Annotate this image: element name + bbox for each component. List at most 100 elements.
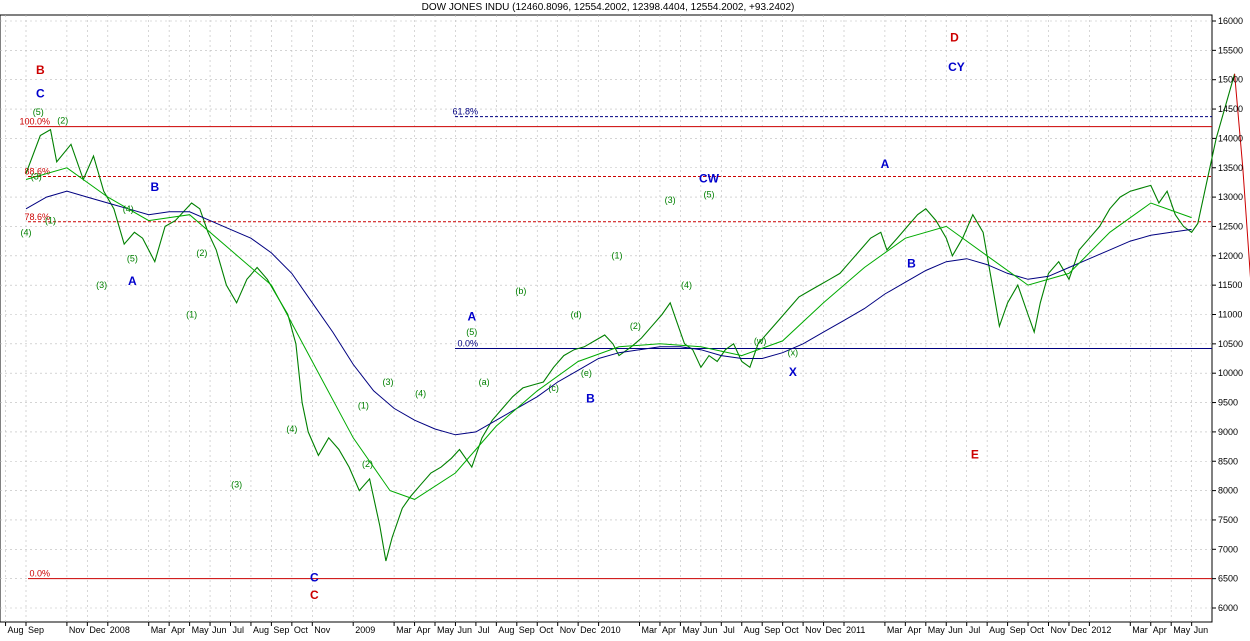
x-tick-label: Aug xyxy=(8,625,24,635)
x-tick-label: Jun xyxy=(948,625,963,635)
x-tick-label: Mar xyxy=(1132,625,1148,635)
wave-label: (3) xyxy=(231,480,242,490)
x-tick-label: Nov xyxy=(805,625,822,635)
y-tick-label: 7000 xyxy=(1218,544,1238,554)
y-tick-label: 13500 xyxy=(1218,163,1243,173)
wave-label: (e) xyxy=(581,368,592,378)
wave-label: (3) xyxy=(382,377,393,387)
wave-label: (x) xyxy=(788,348,799,358)
wave-label: (1) xyxy=(612,251,623,261)
wave-label: A xyxy=(128,274,137,288)
wave-label: (4) xyxy=(415,389,426,399)
x-tick-label: Jul xyxy=(723,625,735,635)
wave-label: A xyxy=(467,309,476,323)
wave-label: (w) xyxy=(754,336,767,346)
x-tick-label: Oct xyxy=(1030,625,1045,635)
y-tick-label: 11500 xyxy=(1218,280,1242,290)
wave-label: (3) xyxy=(96,280,107,290)
wave-label: (4) xyxy=(21,227,32,237)
x-tick-label: Oct xyxy=(539,625,554,635)
x-tick-label: Nov xyxy=(69,625,86,635)
wave-label: D xyxy=(950,31,959,45)
x-tick-label: Jun xyxy=(457,625,472,635)
wave-label: (4) xyxy=(123,204,134,214)
x-tick-label: Sep xyxy=(28,625,44,635)
y-tick-label: 8500 xyxy=(1218,456,1238,466)
x-tick-label: Jul xyxy=(969,625,981,635)
wave-label: (3) xyxy=(665,195,676,205)
wave-label: E xyxy=(971,447,979,461)
x-tick-label: Aug xyxy=(498,625,514,635)
wave-label: (3) xyxy=(31,171,42,181)
wave-label: (2) xyxy=(630,321,641,331)
x-tick-label: Jun xyxy=(1194,625,1209,635)
wave-label: CW xyxy=(699,171,720,185)
x-tick-label: May xyxy=(928,625,946,635)
y-tick-label: 9500 xyxy=(1218,398,1238,408)
y-tick-label: 10500 xyxy=(1218,339,1243,349)
y-tick-label: 7500 xyxy=(1218,515,1238,525)
wave-label: B xyxy=(150,180,159,194)
wave-label: (5) xyxy=(704,190,715,200)
wave-label: B xyxy=(586,392,595,406)
x-tick-label: Apr xyxy=(1153,625,1167,635)
x-tick-label: Aug xyxy=(744,625,760,635)
wave-label: CY xyxy=(948,60,965,74)
wave-label: C xyxy=(310,588,319,602)
wave-label: (5) xyxy=(466,327,477,337)
wave-label: (1) xyxy=(186,309,197,319)
x-tick-label: Mar xyxy=(887,625,903,635)
x-tick-label: Apr xyxy=(907,625,921,635)
x-tick-label: Dec xyxy=(89,625,106,635)
series-line-1 xyxy=(1234,73,1250,278)
plot-frame xyxy=(0,14,1213,623)
x-tick-label: Sep xyxy=(1010,625,1026,635)
x-tick-label: Nov xyxy=(560,625,577,635)
y-tick-label: 12500 xyxy=(1218,221,1243,231)
level-label: 100.0% xyxy=(19,117,50,127)
x-tick-label: 2011 xyxy=(846,625,865,635)
y-tick-label: 9000 xyxy=(1218,427,1238,437)
level-label: 0.0% xyxy=(29,569,50,579)
wave-label: (a) xyxy=(479,377,490,387)
wave-label: C xyxy=(310,571,319,585)
wave-label: B xyxy=(36,63,45,77)
level-label: 88.6% xyxy=(24,167,50,177)
wave-label: (2) xyxy=(362,459,373,469)
x-tick-label: Dec xyxy=(1071,625,1088,635)
y-tick-label: 6000 xyxy=(1218,603,1238,613)
series-line-2 xyxy=(25,190,1192,436)
x-tick-label: Apr xyxy=(171,625,185,635)
x-tick-label: Oct xyxy=(785,625,800,635)
wave-label: (5) xyxy=(33,107,44,117)
wave-label: (c) xyxy=(548,383,559,393)
y-tick-label: 15000 xyxy=(1218,75,1243,85)
wave-label: X xyxy=(789,365,797,379)
x-tick-label: Sep xyxy=(519,625,535,635)
x-tick-label: Nov xyxy=(314,625,331,635)
x-tick-label: Aug xyxy=(989,625,1005,635)
x-tick-label: Jun xyxy=(212,625,227,635)
level-label: 0.0% xyxy=(457,339,478,349)
wave-label: C xyxy=(36,86,45,100)
y-tick-label: 16000 xyxy=(1218,16,1243,26)
x-tick-label: Mar xyxy=(151,625,167,635)
x-tick-label: May xyxy=(1173,625,1191,635)
y-tick-label: 14500 xyxy=(1218,104,1243,114)
series-line-0 xyxy=(25,73,1236,562)
wave-label: (2) xyxy=(196,248,207,258)
x-tick-label: Jun xyxy=(703,625,718,635)
y-tick-label: 10000 xyxy=(1218,368,1243,378)
x-tick-label: Dec xyxy=(580,625,597,635)
x-tick-label: May xyxy=(682,625,700,635)
y-tick-label: 13000 xyxy=(1218,192,1243,202)
wave-label: (d) xyxy=(571,309,582,319)
x-tick-label: 2008 xyxy=(110,625,130,635)
x-tick-label: Sep xyxy=(273,625,289,635)
y-tick-label: 15500 xyxy=(1218,45,1243,55)
x-tick-label: 2012 xyxy=(1091,625,1111,635)
x-tick-label: Jul xyxy=(478,625,490,635)
y-tick-label: 11000 xyxy=(1218,310,1242,320)
